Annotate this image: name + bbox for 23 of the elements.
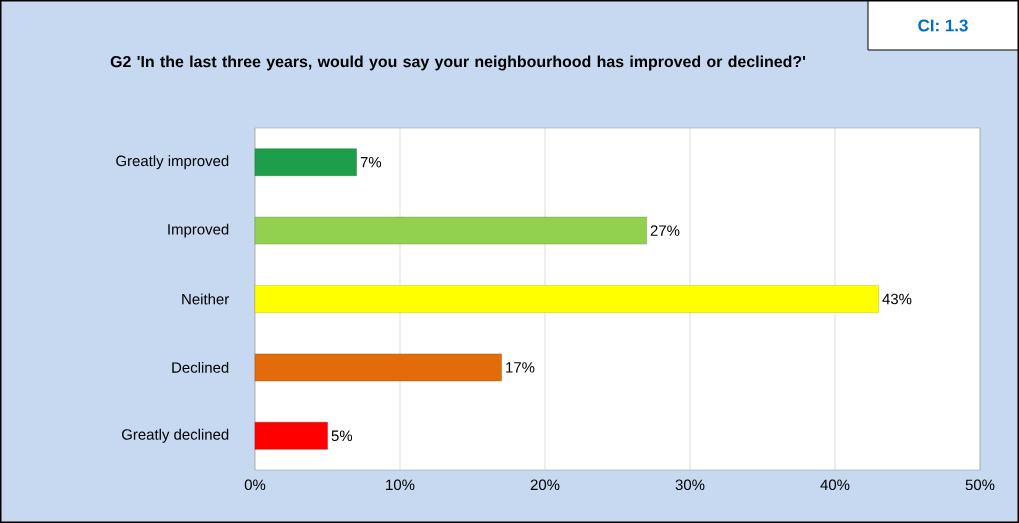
data-label: 43% [882, 293, 912, 305]
text: CI: 1.3 [918, 19, 968, 32]
x-tick-label: 50% [965, 479, 995, 491]
bar [254, 353, 502, 382]
x-tick-label: 0% [244, 479, 266, 491]
bar [254, 285, 879, 313]
data-label: 7% [360, 156, 382, 168]
y-tick-label: Neither [182, 293, 229, 305]
x-tick-label: 40% [820, 479, 850, 491]
y-tick-label: Greatly declined [122, 428, 229, 443]
y-tick-label: Greatly improved [116, 155, 229, 170]
data-label: 27% [650, 225, 680, 236]
bar [254, 422, 328, 450]
data-label: 17% [506, 362, 535, 373]
y-tick-label: Declined [172, 361, 229, 373]
x-tick-label: 20% [530, 479, 560, 491]
y-tick-label: Improved [168, 223, 229, 238]
x-tick-label: 10% [386, 479, 415, 491]
bar [254, 216, 647, 245]
x-tick-label: 30% [675, 479, 705, 491]
bar [254, 148, 357, 176]
data-label: 5% [331, 430, 353, 442]
chart-title: G2 'In the last three years, would you say your neighbourhood has improved or declined?' [110, 55, 806, 71]
